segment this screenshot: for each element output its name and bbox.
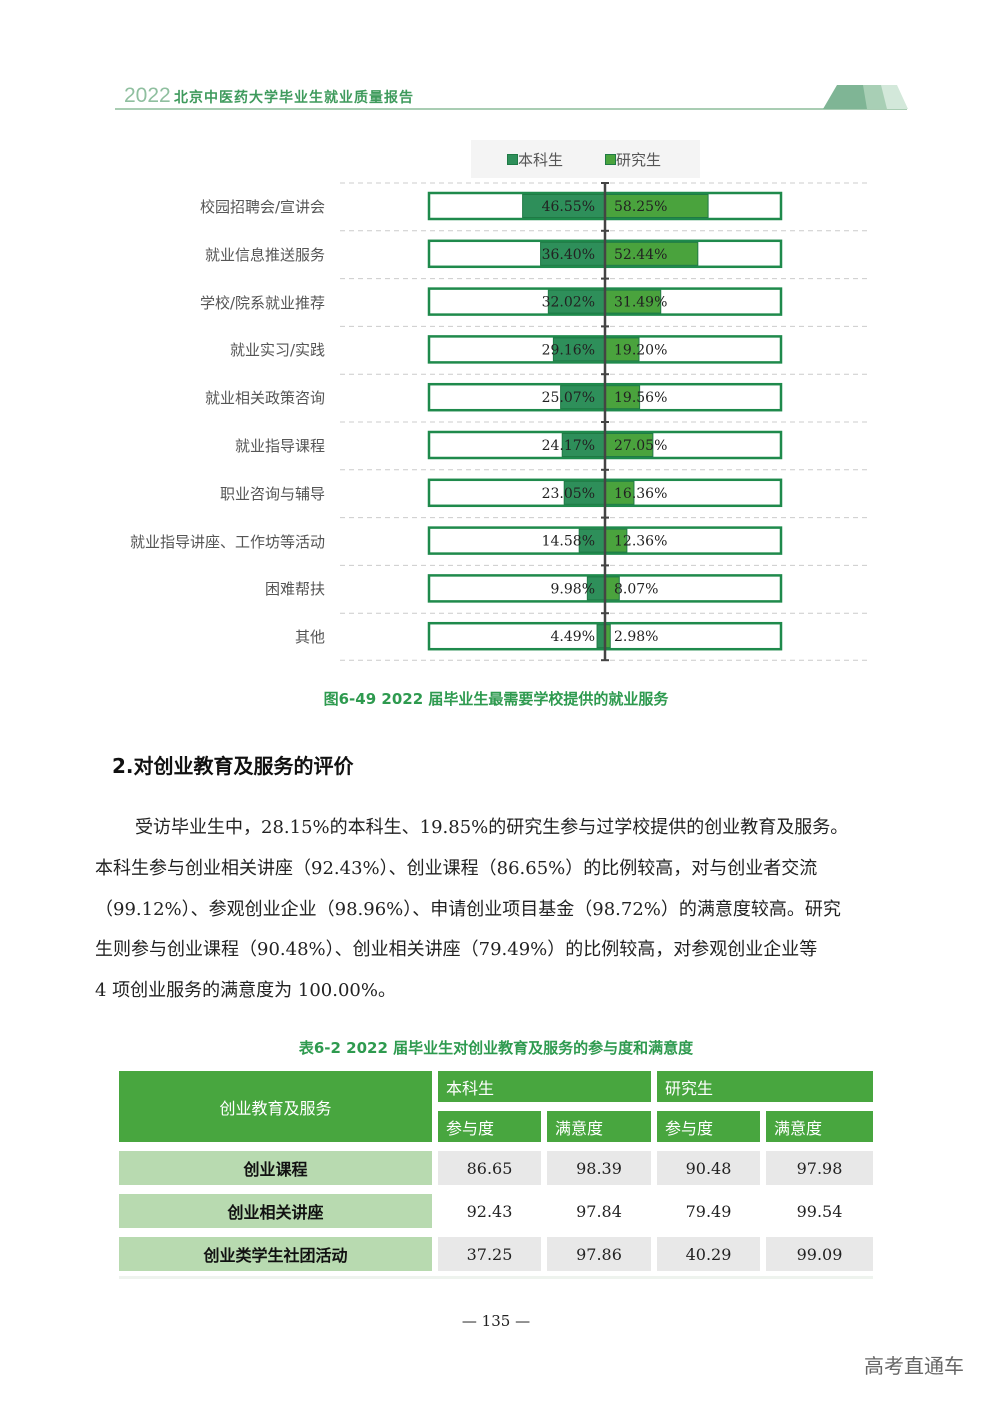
- header-title: 北京中医药大学毕业生就业质量报告: [174, 90, 414, 106]
- table-cell: 40.29: [657, 1237, 760, 1271]
- data-label-undergrad: 9.98%: [551, 581, 595, 597]
- table-cell: 90.48: [657, 1151, 760, 1185]
- data-label-undergrad: 23.05%: [542, 486, 595, 502]
- data-label-graduate: 58.25%: [614, 199, 667, 215]
- category-label: 困难帮扶: [264, 580, 325, 599]
- category-label: 校园招聘会/宣讲会: [199, 198, 325, 216]
- table-cell: 99.54: [766, 1194, 873, 1228]
- category-label: 就业指导讲座、工作坊等活动: [129, 532, 325, 551]
- figure-caption: 图6-49 2022 届毕业生最需要学校提供的就业服务: [323, 690, 669, 708]
- legend-item-undergrad: 本科生: [507, 149, 563, 170]
- data-label-undergrad: 4.49%: [551, 629, 595, 645]
- category-label: 就业实习/实践: [229, 341, 325, 360]
- table-cell: 97.98: [766, 1151, 873, 1185]
- category-label: 学校/院系就业推荐: [199, 293, 325, 312]
- header-year: 2022: [124, 84, 171, 107]
- section-title: 2.对创业教育及服务的评价: [112, 754, 354, 778]
- data-label-undergrad: 46.55%: [542, 199, 595, 215]
- paragraph-line: 受访毕业生中，28.15%的本科生、19.85%的研究生参与过学校提供的创业教育…: [135, 817, 849, 838]
- data-label-graduate: 31.49%: [614, 295, 667, 311]
- header-decoration: [823, 85, 908, 109]
- group-header-undergrad: 本科生: [438, 1071, 651, 1102]
- legend-swatch: [605, 154, 616, 165]
- category-label: 就业指导课程: [234, 437, 325, 455]
- data-label-undergrad: 24.17%: [542, 438, 595, 454]
- paragraph-line: 本科生参与创业相关讲座（92.43%）、创业课程（86.65%）的比例较高，对与…: [95, 858, 818, 879]
- data-label-undergrad: 32.02%: [542, 295, 595, 311]
- data-label-undergrad: 36.40%: [542, 247, 595, 263]
- category-label: 就业信息推送服务: [204, 245, 325, 264]
- table-cell: 37.25: [438, 1237, 541, 1271]
- category-label: 就业相关政策咨询: [204, 389, 325, 408]
- chart-legend: 本科生 研究生: [471, 140, 700, 178]
- data-label-undergrad: 29.16%: [542, 342, 595, 358]
- paragraph-line: 生则参与创业课程（90.48%）、创业相关讲座（79.49%）的比例较高，对参观…: [95, 939, 818, 960]
- page-number: — 135 —: [461, 1312, 531, 1330]
- legend-label: 本科生: [518, 151, 564, 169]
- category-label: 职业咨询与辅导: [219, 484, 325, 503]
- subheader: 满意度: [766, 1111, 873, 1142]
- data-label-graduate: 16.36%: [614, 486, 667, 502]
- data-label-graduate: 27.05%: [614, 438, 667, 454]
- legend-swatch: [507, 154, 518, 165]
- table-cell: 79.49: [657, 1194, 760, 1228]
- table-cell: 86.65: [438, 1151, 541, 1185]
- data-label-graduate: 19.56%: [614, 390, 667, 406]
- table-cell: 97.86: [547, 1237, 651, 1271]
- data-label-graduate: 19.20%: [614, 342, 667, 358]
- table-cell: 97.84: [547, 1194, 651, 1228]
- table-caption: 表6-2 2022 届毕业生对创业教育及服务的参与度和满意度: [298, 1039, 694, 1057]
- paragraph-line: （99.12%）、参观创业企业（98.96%）、申请创业项目基金（98.72%）…: [95, 899, 841, 920]
- table-corner-header: 创业教育及服务: [119, 1071, 432, 1142]
- data-label-graduate: 52.44%: [614, 247, 667, 263]
- group-header-graduate: 研究生: [657, 1071, 873, 1102]
- category-label: 其他: [294, 628, 325, 647]
- subheader: 参与度: [657, 1111, 760, 1142]
- data-label-graduate: 12.36%: [614, 534, 667, 550]
- legend-label: 研究生: [616, 151, 662, 169]
- diverging-bar-chart: 46.55% 58.25% 36.40% 52.44% 32.02% 31.49% 29.1…: [340, 182, 868, 662]
- data-label-graduate: 2.98%: [614, 629, 658, 645]
- data-label-undergrad: 14.58%: [542, 534, 595, 550]
- header-rule: [115, 108, 907, 110]
- table-cell: 98.39: [547, 1151, 651, 1185]
- legend-item-graduate: 研究生: [605, 149, 661, 170]
- paragraph-line: 4 项创业服务的满意度为 100.00%。: [95, 980, 396, 1001]
- table-cell: 92.43: [438, 1194, 541, 1228]
- row-header: 创业课程: [119, 1151, 432, 1185]
- watermark: 高考直通车: [864, 1354, 964, 1378]
- table-bottom-rule: [119, 1276, 873, 1279]
- data-label-undergrad: 25.07%: [542, 390, 595, 406]
- subheader: 参与度: [438, 1111, 541, 1142]
- table-cell: 99.09: [766, 1237, 873, 1271]
- subheader: 满意度: [547, 1111, 651, 1142]
- row-header: 创业相关讲座: [119, 1194, 432, 1228]
- row-header: 创业类学生社团活动: [119, 1237, 432, 1271]
- data-label-graduate: 8.07%: [614, 581, 658, 597]
